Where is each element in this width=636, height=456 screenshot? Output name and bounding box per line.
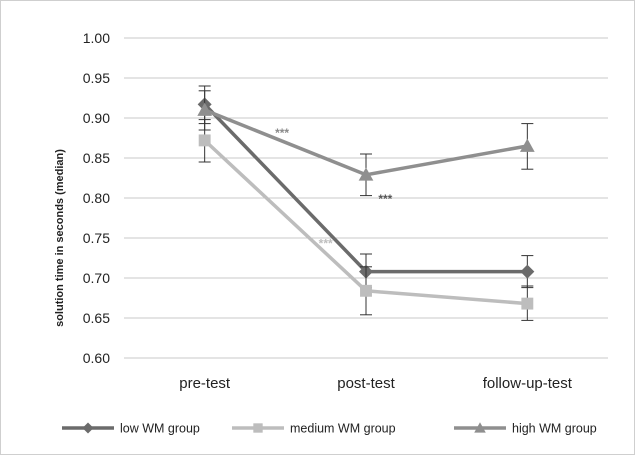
- y-tick-label: 0.80: [83, 190, 110, 206]
- series: [197, 85, 535, 321]
- series-3: [197, 90, 535, 197]
- legend-label: high WM group: [512, 422, 597, 436]
- y-tick-label: 0.95: [83, 70, 110, 86]
- category-labels: pre-test post-test follow-up-test: [179, 375, 573, 392]
- y-tick-label: 0.60: [83, 350, 110, 366]
- data-point: [360, 284, 372, 297]
- legend-marker: [82, 422, 94, 434]
- data-point: [520, 264, 535, 279]
- y-tick-label: 0.85: [83, 150, 110, 166]
- legend: low WM group medium WM group high WM group: [62, 422, 597, 436]
- data-point: [197, 102, 213, 116]
- y-tick-labels: 1.00 0.95 0.90 0.85 0.80 0.75 0.70 0.65 0.60: [83, 30, 110, 366]
- significance-annotation: ***: [378, 192, 392, 206]
- data-point: [358, 167, 374, 181]
- annotations: *** *** ***: [275, 126, 393, 250]
- x-tick-label: follow-up-test: [483, 375, 573, 392]
- legend-marker: [253, 423, 263, 433]
- y-tick-label: 0.90: [83, 110, 110, 126]
- significance-annotation: ***: [275, 126, 289, 140]
- y-tick-label: 0.75: [83, 230, 110, 246]
- legend-item: medium WM group: [232, 422, 396, 436]
- x-tick-label: post-test: [337, 375, 395, 392]
- legend-item: high WM group: [454, 422, 597, 436]
- legend-item: low WM group: [62, 422, 200, 436]
- y-tick-label: 0.70: [83, 270, 110, 286]
- significance-annotation: ***: [319, 237, 333, 251]
- legend-marker: [474, 422, 486, 433]
- legend-label: medium WM group: [290, 422, 396, 436]
- data-point: [198, 134, 211, 147]
- y-tick-label: 0.65: [83, 310, 110, 326]
- x-tick-label: pre-test: [179, 375, 231, 392]
- y-axis-title: solution time in seconds (median): [54, 149, 66, 327]
- y-tick-label: 1.00: [83, 30, 110, 46]
- data-point: [521, 297, 534, 310]
- data-point: [519, 138, 535, 152]
- legend-label: low WM group: [120, 422, 200, 436]
